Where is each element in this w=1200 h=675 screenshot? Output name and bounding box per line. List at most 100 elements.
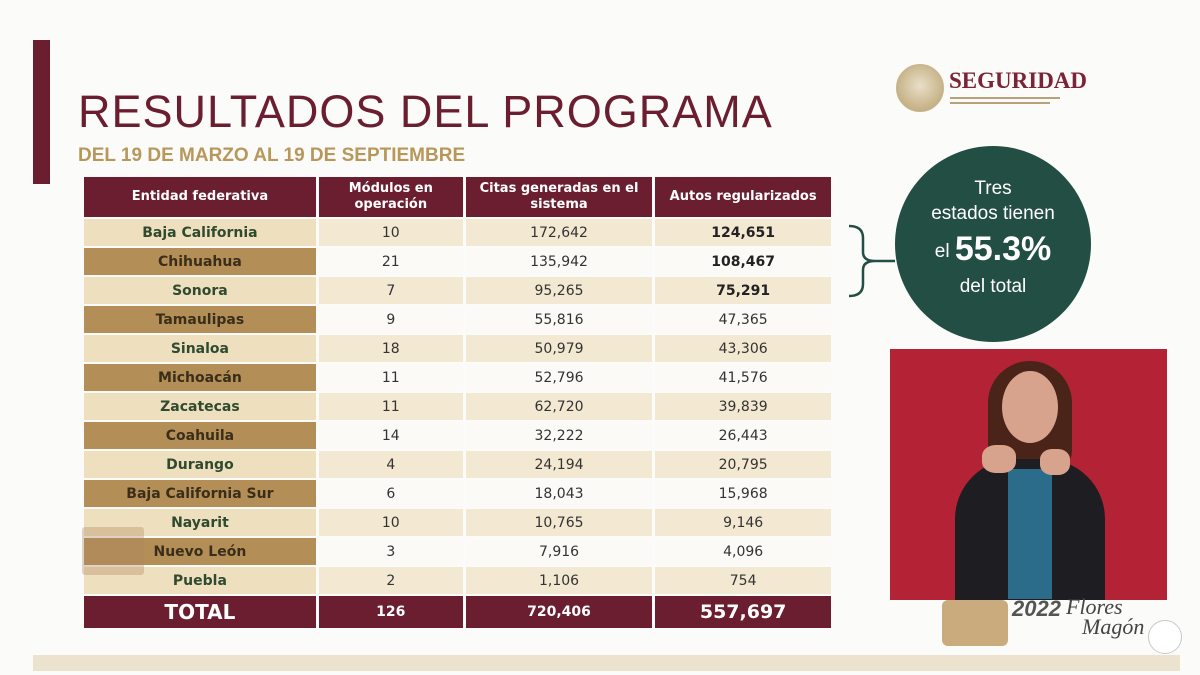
interpreter-shirt [1008,469,1052,599]
page-title: RESULTADOS DEL PROGRAMA [78,86,773,137]
year-logo: 2022 Flores Magón [940,594,1144,650]
state-cell: Baja California [84,219,316,246]
appointments-cell: 52,796 [465,364,653,391]
total-label: TOTAL [84,596,316,628]
appointments-cell: 24,194 [465,451,653,478]
cars-cell: 4,096 [655,538,831,565]
appointments-cell: 55,816 [465,306,653,333]
column-header-appointments: Citas generadas en el sistema [465,177,653,217]
callout-percent-line: el 55.3% [895,230,1091,269]
modules-cell: 11 [318,364,463,391]
state-cell: Chihuahua [84,248,316,275]
total-modules: 126 [318,596,463,628]
cars-cell: 108,467 [655,248,831,275]
cars-cell: 124,651 [655,219,831,246]
appointments-cell: 1,106 [465,567,653,594]
appointments-cell: 32,222 [465,422,653,449]
modules-cell: 14 [318,422,463,449]
cars-cell: 20,795 [655,451,831,478]
modules-cell: 21 [318,248,463,275]
table-header-row: Entidad federativa Módulos en operación … [84,177,831,217]
page-subtitle: DEL 19 DE MARZO AL 19 DE SEPTIEMBRE [78,145,466,166]
modules-cell: 6 [318,480,463,507]
logo-text: SEGURIDAD [949,68,1088,93]
total-cars: 557,697 [655,596,831,628]
appointments-cell: 172,642 [465,219,653,246]
cars-cell: 47,365 [655,306,831,333]
table-row: Michoacán 11 52,796 41,576 [84,364,831,391]
modules-cell: 10 [318,509,463,536]
cars-cell: 75,291 [655,277,831,304]
column-header-state: Entidad federativa [84,177,316,217]
modules-cell: 10 [318,219,463,246]
state-cell: Nayarit [84,509,316,536]
column-header-modules: Módulos en operación [318,177,463,217]
modules-cell: 2 [318,567,463,594]
callout-line: del total [959,276,1027,297]
table-row: Coahuila 14 32,222 26,443 [84,422,831,449]
table-row: Tamaulipas 9 55,816 47,365 [84,306,831,333]
cars-cell: 43,306 [655,335,831,362]
cars-cell: 15,968 [655,480,831,507]
appointments-cell: 18,043 [465,480,653,507]
modules-cell: 7 [318,277,463,304]
state-cell: Baja California Sur [84,480,316,507]
seal-icon [896,64,944,112]
appointments-cell: 95,265 [465,277,653,304]
callout-percent: 55.3% [954,230,1052,268]
interpreter-hand [1040,449,1070,475]
year-motto-line2: Magón [1082,614,1145,639]
table-row: Zacatecas 11 62,720 39,839 [84,393,831,420]
modules-cell: 9 [318,306,463,333]
state-cell: Michoacán [84,364,316,391]
table-row: Sonora 7 95,265 75,291 [84,277,831,304]
cars-cell: 26,443 [655,422,831,449]
table-row: Puebla 2 1,106 754 [84,567,831,594]
stat-callout: Tres estados tienen el 55.3% del total [895,146,1091,342]
table-row: Sinaloa 18 50,979 43,306 [84,335,831,362]
logo-subtext-line [950,102,1050,104]
state-cell: Coahuila [84,422,316,449]
callout-line: estados tienen [931,203,1055,224]
modules-cell: 3 [318,538,463,565]
callout-line: Tres [974,178,1012,199]
footer-strip [33,655,1180,671]
interpreter-hand [982,445,1016,473]
callout-prefix: el [934,241,950,262]
year-text: 2022 [1012,596,1061,621]
state-cell: Sonora [84,277,316,304]
state-cell: Puebla [84,567,316,594]
appointments-cell: 50,979 [465,335,653,362]
footer-seal-icon [1148,620,1182,654]
state-cell: Tamaulipas [84,306,316,333]
table-row: Nuevo León 3 7,916 4,096 [84,538,831,565]
gobierno-watermark [82,527,144,575]
table-row: Baja California 10 172,642 124,651 [84,219,831,246]
modules-cell: 11 [318,393,463,420]
appointments-cell: 7,916 [465,538,653,565]
logo-subtext-line [950,97,1060,99]
modules-cell: 18 [318,335,463,362]
state-cell: Zacatecas [84,393,316,420]
portrait-icon [942,600,1008,646]
results-table: Entidad federativa Módulos en operación … [81,175,834,630]
state-cell: Sinaloa [84,335,316,362]
brace-icon [848,224,895,298]
appointments-cell: 62,720 [465,393,653,420]
appointments-cell: 135,942 [465,248,653,275]
column-header-cars: Autos regularizados [655,177,831,217]
state-cell: Durango [84,451,316,478]
total-row: TOTAL 126 720,406 557,697 [84,596,831,628]
year-motto-line1: Flores [1066,594,1123,619]
accent-bar [33,40,50,184]
table-row: Nayarit 10 10,765 9,146 [84,509,831,536]
interpreter-face [1002,371,1058,443]
state-cell: Nuevo León [84,538,316,565]
cars-cell: 39,839 [655,393,831,420]
table-row: Baja California Sur 6 18,043 15,968 [84,480,831,507]
cars-cell: 9,146 [655,509,831,536]
cars-cell: 754 [655,567,831,594]
appointments-cell: 10,765 [465,509,653,536]
seguridad-logo: SEGURIDAD [896,64,1126,114]
table-row: Chihuahua 21 135,942 108,467 [84,248,831,275]
